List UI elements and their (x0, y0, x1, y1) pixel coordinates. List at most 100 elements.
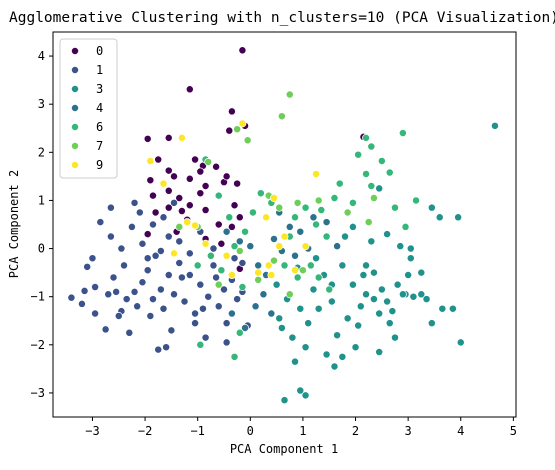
data-point-cluster-7 (270, 256, 278, 265)
data-point-cluster-7 (285, 90, 294, 99)
data-point-cluster-0 (177, 207, 186, 215)
data-point-cluster-6 (401, 222, 410, 231)
data-point-cluster-0 (164, 186, 173, 195)
data-point-cluster-3 (277, 324, 286, 332)
data-point-cluster-3 (417, 268, 426, 277)
data-points (67, 46, 499, 405)
data-point-cluster-6 (367, 142, 376, 151)
data-point-cluster-3 (275, 314, 284, 323)
data-point-cluster-4 (270, 234, 278, 243)
x-tick-label: 3 (405, 424, 412, 438)
data-point-cluster-1 (164, 232, 173, 241)
data-point-cluster-0 (185, 174, 194, 183)
data-point-cluster-3 (406, 244, 415, 253)
data-point-cluster-1 (138, 239, 147, 248)
data-point-cluster-6 (377, 157, 386, 165)
x-tick-label: 0 (247, 424, 254, 438)
data-point-cluster-1 (175, 237, 184, 246)
legend-label-cluster-3: 3 (96, 82, 103, 96)
data-point-cluster-1 (67, 293, 76, 302)
y-tick-label: 0 (38, 242, 45, 256)
data-point-cluster-3 (435, 213, 444, 222)
data-point-cluster-7 (214, 280, 223, 289)
data-point-cluster-3 (404, 271, 413, 279)
data-point-cluster-1 (196, 280, 205, 289)
data-point-cluster-4 (227, 309, 236, 318)
data-point-cluster-6 (335, 179, 344, 188)
data-point-cluster-1 (91, 283, 100, 292)
data-point-cluster-3 (354, 321, 363, 330)
data-point-cluster-3 (288, 333, 297, 342)
legend-marker-cluster-0 (71, 47, 79, 55)
data-point-cluster-1 (164, 271, 173, 279)
data-point-cluster-3 (338, 352, 347, 361)
data-point-cluster-6 (367, 182, 376, 190)
data-point-cluster-3 (301, 391, 310, 400)
data-point-cluster-7 (254, 275, 263, 284)
chart-title: Agglomerative Clustering with n_clusters… (9, 10, 555, 26)
data-point-cluster-3 (359, 271, 368, 279)
y-tick-label: 4 (38, 49, 45, 63)
data-point-cluster-1 (156, 247, 165, 255)
data-point-cluster-3 (362, 290, 370, 299)
data-point-cluster-6 (301, 203, 310, 212)
data-point-cluster-0 (238, 46, 247, 55)
data-point-cluster-3 (272, 280, 281, 289)
data-point-cluster-3 (375, 309, 384, 318)
data-point-cluster-3 (388, 307, 397, 316)
data-point-cluster-0 (143, 134, 152, 143)
data-point-cluster-0 (227, 107, 236, 116)
data-point-cluster-1 (154, 345, 163, 354)
data-point-cluster-1 (180, 297, 189, 306)
x-tick-label: −1 (190, 424, 204, 438)
data-point-cluster-0 (191, 155, 200, 164)
data-point-cluster-3 (338, 261, 347, 270)
legend-marker-cluster-7 (71, 142, 79, 150)
data-point-cluster-3 (427, 319, 436, 328)
data-point-cluster-9 (222, 251, 231, 260)
data-point-cluster-1 (138, 278, 147, 287)
data-point-cluster-3 (341, 232, 349, 241)
data-point-cluster-3 (406, 254, 415, 263)
data-point-cluster-1 (233, 295, 242, 304)
data-point-cluster-3 (301, 343, 310, 352)
data-point-cluster-6 (206, 251, 215, 260)
data-point-cluster-4 (222, 227, 231, 236)
data-point-cluster-6 (312, 220, 321, 229)
data-point-cluster-0 (149, 191, 157, 200)
data-point-cluster-7 (343, 208, 352, 217)
data-point-cluster-6 (412, 196, 420, 205)
data-point-cluster-6 (196, 340, 205, 349)
data-point-cluster-1 (83, 262, 92, 271)
legend-marker-cluster-6 (71, 123, 79, 131)
data-point-cluster-3 (280, 396, 289, 405)
data-point-cluster-1 (125, 328, 134, 337)
data-point-cluster-6 (385, 168, 394, 177)
data-point-cluster-9 (191, 221, 200, 230)
data-point-cluster-3 (296, 304, 305, 313)
data-point-cluster-4 (246, 242, 255, 251)
data-point-cluster-1 (204, 292, 213, 301)
data-point-cluster-3 (385, 319, 394, 328)
legend-marker-cluster-3 (71, 85, 79, 93)
data-point-cluster-1 (96, 218, 105, 227)
data-point-cluster-6 (314, 273, 323, 282)
data-point-cluster-3 (362, 261, 370, 270)
data-point-cluster-7 (369, 194, 378, 202)
legend-label-cluster-6: 6 (96, 120, 103, 134)
data-point-cluster-4 (267, 309, 276, 318)
data-point-cluster-6 (391, 203, 399, 212)
data-point-cluster-3 (351, 343, 360, 352)
x-tick-label: 4 (457, 424, 464, 438)
y-axis-label: PCA Component 2 (7, 170, 21, 278)
data-point-cluster-3 (333, 331, 342, 340)
data-point-cluster-1 (146, 311, 155, 320)
x-tick-label: 1 (299, 424, 306, 438)
data-point-cluster-0 (185, 201, 194, 210)
data-point-cluster-7 (277, 112, 286, 121)
legend-label-cluster-4: 4 (96, 101, 103, 115)
data-point-cluster-1 (162, 343, 171, 352)
data-point-cluster-1 (170, 198, 178, 207)
data-point-cluster-3 (375, 348, 384, 356)
